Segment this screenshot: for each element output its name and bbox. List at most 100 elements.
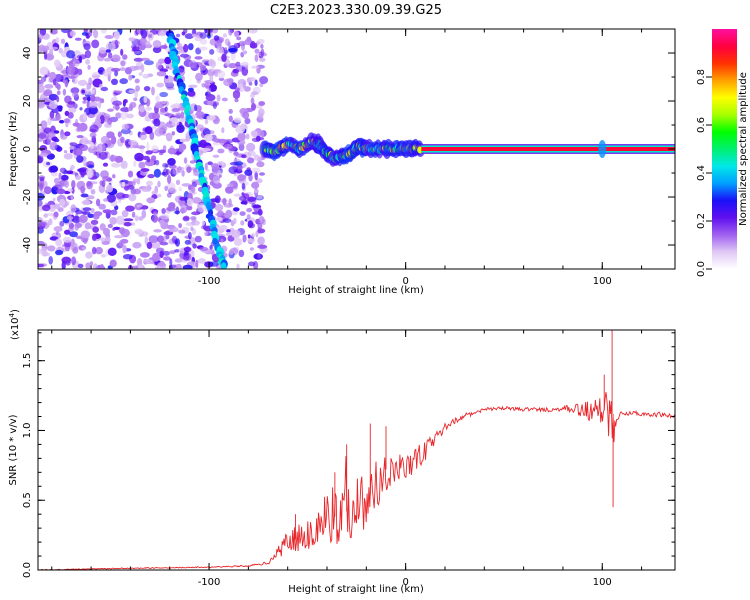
noise-speckle [240, 220, 245, 226]
noise-speckle [71, 187, 75, 194]
noise-speckle [85, 262, 91, 269]
noise-speckle [251, 232, 255, 238]
noise-speckle [204, 162, 208, 171]
colorbar-tick-label: 0.6 [696, 117, 707, 133]
noise-speckle [83, 236, 88, 244]
noise-speckle [221, 97, 228, 102]
noise-speckle [47, 245, 56, 252]
noise-speckle [183, 43, 189, 53]
noise-speckle [112, 54, 121, 62]
noise-speckle [175, 179, 181, 185]
noise-speckle [242, 234, 247, 242]
noise-speckle [71, 180, 76, 189]
noise-speckle [191, 220, 200, 226]
noise-speckle [178, 143, 187, 151]
noise-speckle [66, 216, 74, 220]
noise-speckle [144, 236, 148, 246]
noise-speckle [231, 229, 241, 239]
noise-speckle [90, 208, 95, 213]
noise-speckle [49, 165, 59, 173]
noise-speckle [247, 234, 251, 239]
noise-speckle [241, 192, 245, 197]
signal-band-disturbance [598, 140, 607, 158]
y-tick-label: 0.5 [22, 492, 33, 508]
noise-speckle [176, 124, 185, 133]
colorbar-tick-label: 0.4 [696, 165, 707, 181]
noise-speckle [72, 91, 79, 98]
noise-speckle [117, 131, 122, 138]
noise-speckle [110, 209, 118, 216]
noise-speckle [260, 44, 264, 49]
x-tick-label: 0 [402, 276, 408, 287]
noise-speckle [141, 186, 150, 192]
noise-speckle [145, 150, 153, 155]
noise-speckle [155, 247, 165, 254]
noise-speckle [63, 229, 71, 235]
noise-speckle [102, 176, 111, 182]
noise-speckle [82, 211, 91, 215]
noise-speckle [153, 118, 161, 127]
noise-speckle [113, 235, 124, 239]
noise-speckle [53, 130, 60, 134]
noise-speckle [209, 261, 219, 267]
noise-speckle [244, 169, 253, 176]
noise-speckle [95, 198, 101, 207]
noise-speckle [67, 112, 74, 119]
noise-speckle [134, 228, 144, 235]
noise-speckle [233, 151, 239, 156]
noise-speckle [39, 152, 49, 157]
noise-speckle [67, 227, 75, 232]
noise-speckle [38, 132, 47, 139]
noise-speckle [109, 217, 117, 225]
noise-speckle [62, 79, 66, 84]
spectrogram-marks [38, 29, 675, 269]
noise-speckle [234, 161, 244, 166]
noise-speckle [69, 148, 74, 154]
noise-speckle [91, 89, 95, 94]
noise-speckle [121, 123, 129, 131]
noise-speckle [239, 211, 246, 217]
noise-speckle [238, 249, 245, 258]
noise-speckle [134, 215, 139, 222]
noise-speckle [81, 89, 86, 94]
noise-speckle [56, 90, 61, 96]
noise-speckle [228, 166, 238, 175]
snr-multiplier: (x104) [8, 309, 21, 340]
noise-speckle [140, 168, 150, 172]
noise-speckle [98, 83, 103, 89]
signal-band-core [421, 147, 675, 151]
noise-speckle [158, 149, 166, 154]
noise-speckle [156, 262, 167, 269]
noise-speckle [214, 217, 222, 222]
noise-speckle [58, 47, 63, 54]
noise-speckle [115, 215, 125, 225]
noise-speckle [114, 39, 118, 48]
noise-speckle [76, 155, 84, 163]
noise-speckle [209, 49, 215, 55]
noise-speckle [242, 50, 248, 55]
snr-background [38, 330, 675, 570]
noise-speckle [158, 31, 166, 37]
y-tick-label: 20 [22, 95, 33, 108]
noise-speckle [138, 105, 145, 113]
noise-speckle [178, 200, 185, 206]
noise-speckle [152, 46, 162, 54]
noise-speckle [130, 265, 140, 269]
noise-speckle [167, 174, 172, 184]
noise-speckle [115, 90, 123, 94]
noise-speckle [106, 184, 114, 193]
noise-speckle [99, 115, 105, 124]
noise-speckle [195, 111, 205, 119]
noise-speckle [133, 188, 142, 195]
noise-speckle [217, 160, 225, 166]
noise-speckle [109, 259, 117, 268]
noise-speckle [238, 195, 247, 202]
noise-speckle [225, 209, 233, 219]
noise-speckle [97, 69, 103, 73]
noise-speckle [242, 111, 250, 120]
noise-speckle [83, 29, 88, 33]
noise-speckle [140, 29, 148, 39]
noise-speckle [59, 167, 65, 173]
noise-speckle [246, 238, 256, 243]
y-tick-label: 0.0 [22, 562, 33, 578]
